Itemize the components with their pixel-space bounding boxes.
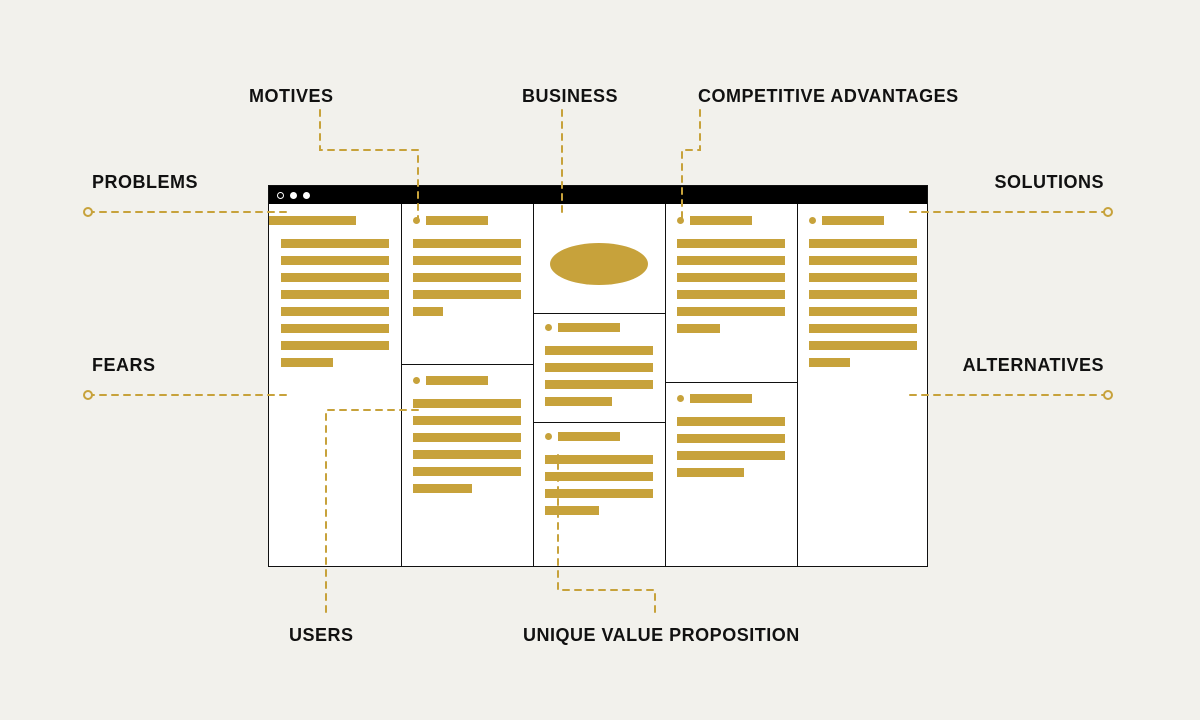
label-solutions: SOLUTIONS <box>994 172 1104 193</box>
label-uvp: UNIQUE VALUE PROPOSITION <box>523 625 800 646</box>
window-titlebar <box>269 186 927 204</box>
connector-endpoint-icon <box>84 208 92 216</box>
label-advantages: COMPETITIVE ADVANTAGES <box>698 86 959 107</box>
window-dot-icon <box>290 192 297 199</box>
connector-endpoint-icon <box>84 391 92 399</box>
label-business: BUSINESS <box>522 86 618 107</box>
label-motives: MOTIVES <box>249 86 334 107</box>
window-dot-icon <box>303 192 310 199</box>
diagram-stage: MOTIVES BUSINESS COMPETITIVE ADVANTAGES … <box>0 0 1200 720</box>
canvas-window <box>268 185 928 567</box>
connector-endpoint-icon <box>1104 208 1112 216</box>
label-problems: PROBLEMS <box>92 172 198 193</box>
connector-endpoint-icon <box>1104 391 1112 399</box>
canvas-grid <box>269 204 927 566</box>
label-users: USERS <box>289 625 354 646</box>
label-alternatives: ALTERNATIVES <box>963 355 1104 376</box>
label-fears: FEARS <box>92 355 156 376</box>
window-dot-icon <box>277 192 284 199</box>
